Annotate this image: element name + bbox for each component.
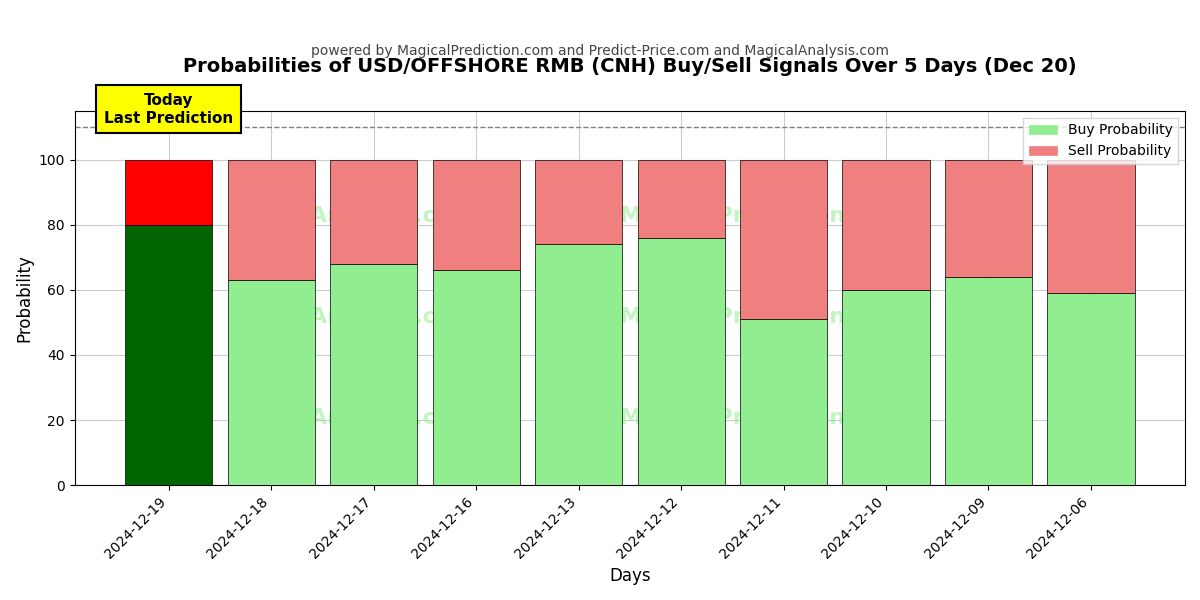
Bar bbox=[637, 238, 725, 485]
Bar bbox=[944, 277, 1032, 485]
Bar bbox=[535, 244, 622, 485]
Bar bbox=[125, 225, 212, 485]
Bar bbox=[1048, 293, 1134, 485]
Bar bbox=[637, 160, 725, 238]
Text: MagicalPrediction.com: MagicalPrediction.com bbox=[620, 307, 906, 327]
Bar bbox=[1048, 160, 1134, 293]
Bar bbox=[944, 160, 1032, 277]
Bar bbox=[842, 290, 930, 485]
Bar bbox=[228, 280, 314, 485]
Text: powered by MagicalPrediction.com and Predict-Price.com and MagicalAnalysis.com: powered by MagicalPrediction.com and Pre… bbox=[311, 44, 889, 58]
Bar bbox=[330, 264, 418, 485]
Bar bbox=[842, 160, 930, 290]
Text: MagicalPrediction.com: MagicalPrediction.com bbox=[620, 408, 906, 428]
Text: Today
Last Prediction: Today Last Prediction bbox=[104, 93, 233, 125]
Text: calAnalysis.com: calAnalysis.com bbox=[274, 206, 475, 226]
Bar bbox=[535, 160, 622, 244]
Bar bbox=[740, 319, 827, 485]
Bar bbox=[330, 160, 418, 264]
Y-axis label: Probability: Probability bbox=[16, 254, 34, 342]
Legend: Buy Probability, Sell Probability: Buy Probability, Sell Probability bbox=[1024, 118, 1178, 164]
Bar bbox=[228, 160, 314, 280]
Bar bbox=[125, 160, 212, 225]
Bar bbox=[740, 160, 827, 319]
Bar bbox=[432, 271, 520, 485]
Bar bbox=[432, 160, 520, 271]
X-axis label: Days: Days bbox=[610, 567, 650, 585]
Text: calAnalysis.com: calAnalysis.com bbox=[274, 408, 475, 428]
Text: calAnalysis.com: calAnalysis.com bbox=[274, 307, 475, 327]
Text: MagicalPrediction.com: MagicalPrediction.com bbox=[620, 206, 906, 226]
Title: Probabilities of USD/OFFSHORE RMB (CNH) Buy/Sell Signals Over 5 Days (Dec 20): Probabilities of USD/OFFSHORE RMB (CNH) … bbox=[184, 57, 1076, 76]
